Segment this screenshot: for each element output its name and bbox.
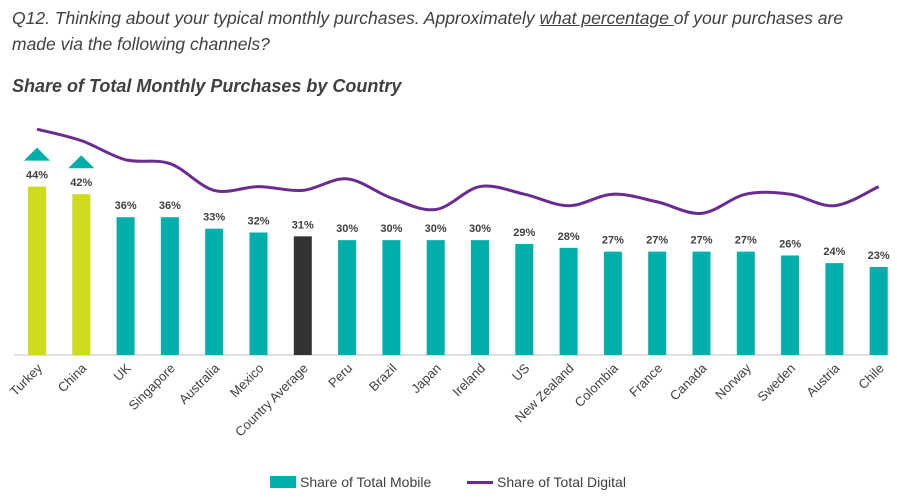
x-tick-label: Norway — [712, 360, 754, 402]
bar-ireland — [471, 240, 489, 355]
x-tick-label: Australia — [176, 360, 223, 407]
data-label: 28% — [558, 231, 580, 243]
legend-label-mobile: Share of Total Mobile — [300, 474, 432, 490]
x-tick-label: Colombia — [572, 360, 622, 410]
data-label: 27% — [646, 235, 668, 247]
x-tick-label: Japan — [408, 361, 444, 397]
question-underlined: what percentage — [539, 8, 674, 28]
highlight-marker-icon — [68, 155, 95, 169]
bar-canada — [692, 251, 711, 355]
data-label: 36% — [159, 200, 181, 212]
data-label: 27% — [690, 235, 712, 247]
x-tick-label: Sweden — [754, 361, 798, 405]
bar-uk — [116, 217, 135, 355]
chart-title: Share of Total Monthly Purchases by Coun… — [12, 76, 402, 96]
data-label: 26% — [779, 238, 801, 250]
data-label: 23% — [868, 250, 890, 262]
legend-item-digital: Share of Total Digital — [467, 474, 626, 490]
x-tick-label: US — [509, 360, 533, 384]
highlight-marker-icon — [24, 147, 50, 161]
data-label: 30% — [380, 223, 402, 235]
x-tick-label: Mexico — [227, 361, 267, 401]
legend-label-digital: Share of Total Digital — [497, 474, 626, 490]
bar-brazil — [382, 240, 401, 355]
bar-norway — [736, 251, 755, 355]
x-tick-label: Brazil — [366, 360, 400, 394]
data-label: 30% — [336, 223, 358, 235]
data-label: 27% — [602, 235, 624, 247]
bar-sweden — [781, 255, 800, 355]
legend-item-mobile: Share of Total Mobile — [270, 474, 431, 490]
x-tick-label: Turkey — [7, 360, 46, 399]
data-label: 31% — [292, 219, 314, 231]
question-suffix: of your purchases are made via the follo… — [12, 8, 844, 54]
x-tick-label: Canada — [667, 360, 710, 403]
x-tick-label: China — [55, 360, 90, 395]
x-tick-label: Chile — [855, 361, 887, 393]
x-tick-label: Singapore — [125, 361, 178, 414]
chart-legend: Share of Total Mobile Share of Total Dig… — [0, 474, 897, 496]
bar-country-average — [293, 236, 312, 355]
legend-swatch-digital — [467, 480, 493, 484]
data-label: 30% — [469, 223, 491, 235]
bar-austria — [825, 263, 844, 355]
bar-singapore — [160, 217, 179, 355]
bar-peru — [338, 240, 357, 355]
bar-australia — [205, 228, 224, 355]
data-label: 42% — [70, 177, 92, 189]
data-label: 33% — [203, 212, 225, 224]
legend-swatch-mobile — [270, 476, 296, 488]
bar-mexico — [249, 232, 268, 355]
bar-china — [72, 194, 91, 355]
x-tick-label: France — [626, 361, 665, 400]
question-text: Q12. Thinking about your typical monthly… — [12, 5, 882, 57]
bar-france — [648, 251, 667, 355]
bar-line-chart: 44% Turkey 42% China 36% UK 36% Singapore 33% Aus… — [7, 127, 890, 439]
bar-us — [515, 243, 534, 355]
bar-new-zealand — [559, 247, 578, 355]
bar-turkey — [28, 186, 46, 355]
data-label: 36% — [115, 200, 137, 212]
x-tick-label: UK — [110, 360, 134, 384]
x-tick-label: Austria — [803, 360, 843, 400]
data-label: 24% — [823, 246, 845, 258]
data-label: 44% — [26, 170, 48, 182]
x-tick-label: Ireland — [449, 361, 488, 400]
bar-chile — [869, 266, 888, 355]
data-label: 29% — [513, 227, 535, 239]
data-label: 30% — [425, 223, 447, 235]
series-line-digital — [36, 127, 880, 215]
x-tick-label: Peru — [325, 361, 355, 391]
data-label: 32% — [247, 216, 269, 228]
question-prefix: Q12. Thinking about your typical monthly… — [12, 8, 540, 28]
bar-colombia — [603, 251, 622, 355]
bar-japan — [426, 240, 445, 355]
data-label: 27% — [735, 235, 757, 247]
